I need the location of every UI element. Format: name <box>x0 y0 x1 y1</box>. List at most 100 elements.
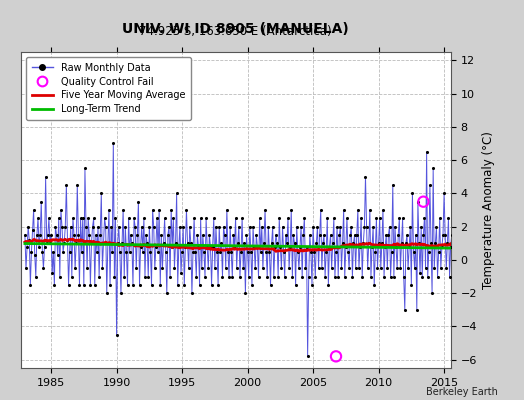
Point <box>104 240 112 246</box>
Point <box>353 232 361 238</box>
Point <box>98 265 106 272</box>
Point <box>398 215 407 222</box>
Point <box>61 224 70 230</box>
Point <box>91 282 99 288</box>
Point <box>325 243 334 250</box>
Point <box>157 232 166 238</box>
Point <box>416 270 424 276</box>
Point <box>435 215 444 222</box>
Point <box>381 243 389 250</box>
Point <box>85 232 93 238</box>
Point <box>380 273 388 280</box>
Point <box>220 224 228 230</box>
Point <box>397 240 406 246</box>
Point <box>328 265 336 272</box>
Point <box>408 190 417 196</box>
Point <box>307 248 315 255</box>
Point <box>202 215 210 222</box>
Point <box>274 273 282 280</box>
Point <box>198 265 206 272</box>
Point <box>320 232 328 238</box>
Point <box>211 265 219 272</box>
Point <box>66 248 74 255</box>
Point <box>204 265 212 272</box>
Point <box>400 306 409 313</box>
Point <box>244 248 252 255</box>
Point <box>445 273 454 280</box>
Point <box>402 240 410 246</box>
Point <box>137 224 146 230</box>
Point <box>226 224 234 230</box>
Point <box>191 248 199 255</box>
Point <box>26 282 35 288</box>
Point <box>391 224 399 230</box>
Point <box>158 265 167 272</box>
Point <box>71 265 79 272</box>
Point <box>382 232 390 238</box>
Y-axis label: Temperature Anomaly (°C): Temperature Anomaly (°C) <box>483 131 495 289</box>
Point <box>451 224 459 230</box>
Point <box>406 224 414 230</box>
Point <box>53 252 62 258</box>
Point <box>419 198 428 205</box>
Point <box>67 224 75 230</box>
Point <box>247 248 255 255</box>
Point <box>456 248 465 255</box>
Point <box>360 224 368 230</box>
Point <box>326 232 335 238</box>
Point <box>42 240 51 246</box>
Point <box>145 224 154 230</box>
Point <box>357 215 365 222</box>
Point <box>135 282 144 288</box>
Point <box>46 240 54 246</box>
Point <box>340 207 348 213</box>
Point <box>318 265 326 272</box>
Point <box>174 243 183 250</box>
Point <box>386 273 395 280</box>
Point <box>213 248 221 255</box>
Point <box>99 240 107 246</box>
Point <box>253 243 261 250</box>
Point <box>418 273 427 280</box>
Point <box>389 182 397 188</box>
Point <box>94 224 102 230</box>
Point <box>294 265 303 272</box>
Point <box>250 243 258 250</box>
Point <box>187 240 195 246</box>
Point <box>124 215 133 222</box>
Point <box>118 240 126 246</box>
Point <box>285 265 293 272</box>
Point <box>84 215 92 222</box>
Point <box>79 215 87 222</box>
Point <box>373 265 381 272</box>
Point <box>77 215 85 222</box>
Point <box>290 240 299 246</box>
Point <box>282 240 291 246</box>
Point <box>133 232 141 238</box>
Point <box>324 282 333 288</box>
Point <box>440 190 449 196</box>
Point <box>22 265 30 272</box>
Point <box>45 215 53 222</box>
Point <box>297 224 305 230</box>
Point <box>80 282 88 288</box>
Point <box>221 232 229 238</box>
Point <box>371 248 379 255</box>
Point <box>212 224 220 230</box>
Point <box>301 265 310 272</box>
Point <box>113 332 121 338</box>
Point <box>454 298 463 305</box>
Point <box>68 273 76 280</box>
Point <box>293 248 302 255</box>
Point <box>132 265 140 272</box>
Point <box>102 224 110 230</box>
Point <box>89 224 97 230</box>
Point <box>425 182 434 188</box>
Point <box>39 265 48 272</box>
Point <box>227 248 235 255</box>
Text: 74.923 S, 163.650 E (Antarctica): 74.923 S, 163.650 E (Antarctica) <box>139 25 332 38</box>
Point <box>321 273 329 280</box>
Point <box>346 232 354 238</box>
Point <box>35 243 43 250</box>
Point <box>151 243 160 250</box>
